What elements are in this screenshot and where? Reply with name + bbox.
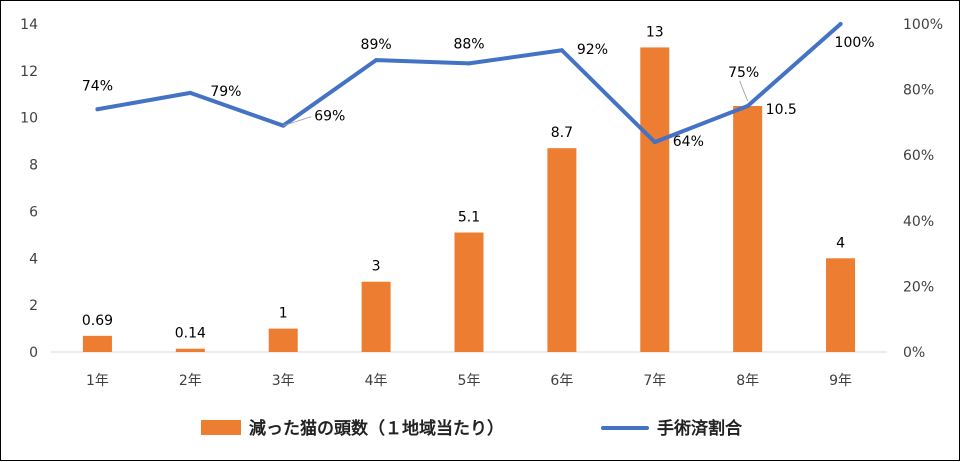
bar bbox=[361, 281, 391, 352]
y-left-tick-label: 14 bbox=[20, 17, 38, 33]
x-tick-label: 8年 bbox=[736, 373, 759, 389]
y-right-tick-label: 80% bbox=[903, 83, 934, 99]
bar-data-label: 10.5 bbox=[766, 102, 797, 118]
leader-line bbox=[739, 80, 749, 102]
line-data-label: 75% bbox=[728, 65, 759, 81]
line-point bbox=[188, 90, 193, 95]
bar bbox=[175, 348, 205, 352]
legend-label-line: 手術済割合 bbox=[657, 418, 743, 439]
bar-data-label: 0.14 bbox=[175, 326, 206, 342]
bar bbox=[826, 258, 856, 352]
x-tick-label: 5年 bbox=[458, 373, 481, 389]
bar bbox=[640, 47, 670, 353]
bar-data-label: 8.7 bbox=[551, 125, 573, 141]
y-right-tick-label: 20% bbox=[903, 279, 934, 295]
bar-data-label: 4 bbox=[836, 235, 845, 251]
line-point bbox=[559, 48, 564, 53]
legend-swatch-bar bbox=[201, 420, 241, 435]
bar bbox=[268, 328, 298, 352]
line-point bbox=[838, 22, 843, 26]
bar-data-label: 1 bbox=[279, 306, 288, 322]
line-data-label: 64% bbox=[673, 134, 704, 150]
line-point bbox=[652, 140, 657, 145]
line-data-label: 92% bbox=[577, 42, 608, 58]
x-tick-label: 2年 bbox=[179, 373, 202, 389]
legend-label-bar: 減った猫の頭数（１地域当たり） bbox=[249, 418, 504, 439]
legend: 減った猫の頭数（１地域当たり） 手術済割合 bbox=[201, 418, 743, 439]
line-point bbox=[95, 107, 100, 112]
y-right-tick-label: 100% bbox=[903, 17, 943, 33]
bar-series bbox=[82, 47, 856, 353]
line-data-label: 74% bbox=[82, 78, 113, 94]
y-right-tick-label: 0% bbox=[903, 345, 925, 361]
bar bbox=[547, 148, 577, 352]
y-left-tick-label: 4 bbox=[29, 251, 38, 267]
y-right-tick-label: 40% bbox=[903, 214, 934, 230]
y-left-tick-label: 8 bbox=[29, 158, 38, 174]
bar-data-label: 0.69 bbox=[82, 313, 113, 329]
y-left-tick-label: 10 bbox=[20, 111, 38, 127]
y-left-tick-label: 6 bbox=[29, 204, 38, 220]
bar bbox=[82, 335, 112, 352]
line-point bbox=[467, 61, 471, 66]
line-data-label: 69% bbox=[314, 109, 345, 125]
bar-data-label: 5.1 bbox=[458, 210, 480, 226]
x-tick-label: 6年 bbox=[550, 373, 573, 389]
bar bbox=[454, 232, 484, 352]
line-point bbox=[745, 104, 750, 108]
line-data-label: 89% bbox=[361, 37, 392, 53]
x-tick-label: 1年 bbox=[86, 373, 109, 389]
leader-line bbox=[283, 116, 312, 127]
line-point bbox=[374, 58, 379, 63]
y-left-tick-label: 12 bbox=[20, 64, 38, 80]
y-left-tick-label: 0 bbox=[29, 345, 38, 361]
line-data-label: 79% bbox=[210, 84, 241, 100]
bar bbox=[733, 106, 763, 352]
line-series bbox=[95, 22, 843, 145]
x-tick-label: 4年 bbox=[365, 373, 388, 389]
line-data-label: 100% bbox=[835, 35, 875, 51]
y-left-tick-label: 2 bbox=[29, 298, 38, 314]
bar-data-label: 3 bbox=[372, 259, 381, 275]
y-right-tick-label: 60% bbox=[903, 148, 934, 164]
x-tick-label: 9年 bbox=[829, 373, 852, 389]
x-tick-label: 3年 bbox=[272, 373, 295, 389]
bar-data-label: 13 bbox=[646, 24, 664, 40]
line-data-label: 88% bbox=[453, 36, 484, 52]
x-tick-label: 7年 bbox=[643, 373, 666, 389]
